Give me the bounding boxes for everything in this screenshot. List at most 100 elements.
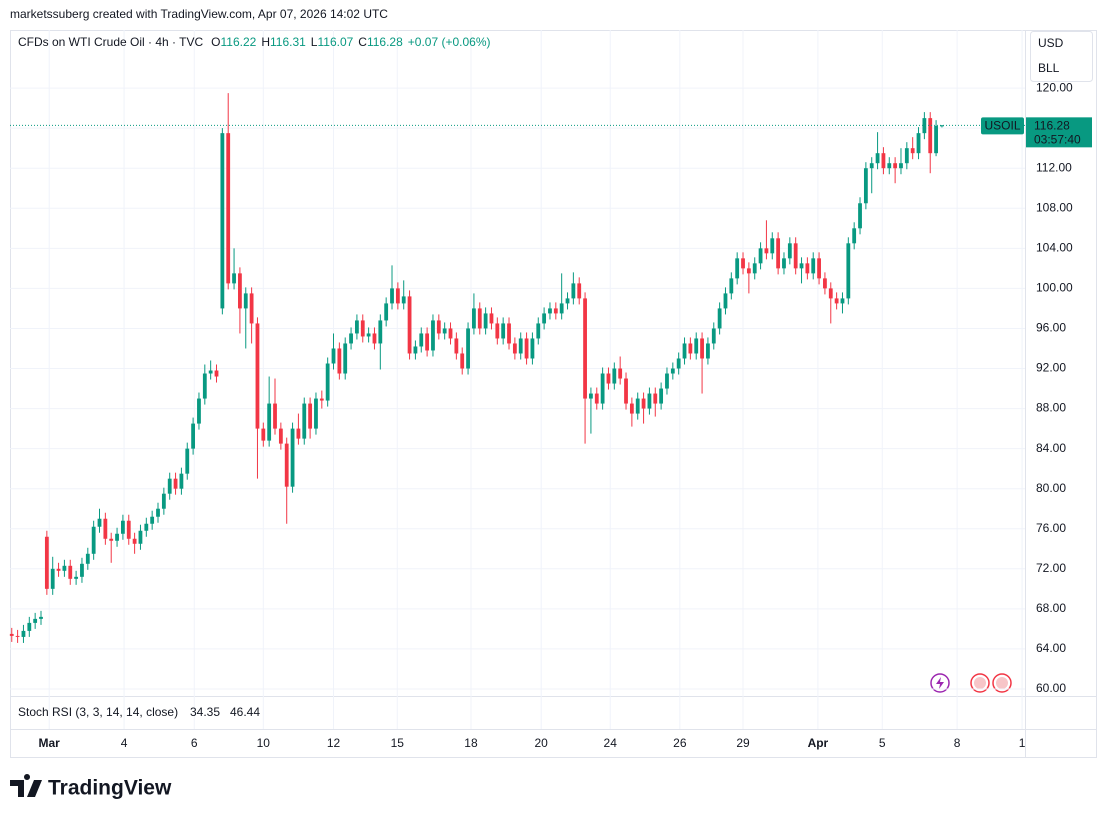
candle-body bbox=[74, 576, 79, 579]
scale-menu[interactable] bbox=[1030, 31, 1093, 82]
candle-body bbox=[518, 338, 523, 354]
x-tick-label: 26 bbox=[673, 736, 687, 750]
candle-body bbox=[255, 323, 260, 429]
candle-body bbox=[161, 493, 166, 509]
x-tick-label: 5 bbox=[879, 736, 886, 750]
chart-frame bbox=[10, 30, 1097, 758]
candle-body bbox=[846, 243, 851, 299]
currency-button[interactable]: USD bbox=[1038, 36, 1064, 50]
candle-body bbox=[629, 403, 634, 414]
candle-body bbox=[296, 428, 301, 439]
candle-body bbox=[27, 622, 32, 631]
y-tick-label: 76.00 bbox=[1036, 521, 1066, 535]
candle-body bbox=[706, 343, 710, 359]
candle-body bbox=[735, 258, 740, 279]
x-tick-label: 12 bbox=[327, 736, 341, 750]
candle-body bbox=[308, 403, 313, 429]
candle-body bbox=[138, 530, 143, 544]
y-tick-label: 88.00 bbox=[1036, 401, 1066, 415]
y-tick-label: 72.00 bbox=[1036, 561, 1066, 575]
candle-body bbox=[811, 258, 816, 274]
x-tick-label: 10 bbox=[257, 736, 271, 750]
ohlc-letter: L bbox=[311, 35, 318, 49]
candle-body bbox=[746, 268, 751, 274]
candle-body bbox=[436, 320, 441, 334]
candle-body bbox=[647, 393, 652, 409]
candle-body bbox=[331, 348, 336, 364]
candle-body bbox=[238, 273, 242, 309]
candle-body bbox=[68, 565, 73, 579]
candle-body bbox=[524, 338, 529, 359]
y-tick-label: 120.00 bbox=[1036, 80, 1073, 94]
candle-body bbox=[758, 248, 763, 264]
candle-body bbox=[477, 308, 482, 329]
candle-body bbox=[173, 478, 178, 489]
unit-button[interactable]: BLL bbox=[1038, 61, 1060, 75]
x-tick-label: 18 bbox=[464, 736, 478, 750]
candle-body bbox=[226, 133, 231, 284]
candle-body bbox=[571, 283, 576, 299]
ohlc-value: 116.31 bbox=[270, 35, 306, 49]
x-tick-label: 6 bbox=[191, 736, 198, 750]
candle-body bbox=[62, 565, 67, 571]
y-tick-label: 68.00 bbox=[1036, 601, 1066, 615]
candle-body bbox=[770, 238, 775, 254]
indicator-name: Stoch RSI (3, 3, 14, 14, close) bbox=[18, 705, 178, 719]
candle-body bbox=[56, 568, 61, 571]
candle-body bbox=[653, 393, 658, 404]
x-tick-label: 24 bbox=[604, 736, 618, 750]
candle-body bbox=[577, 283, 582, 299]
candle-body bbox=[501, 323, 506, 339]
candle-body bbox=[85, 553, 90, 564]
candle-body bbox=[782, 258, 786, 269]
ohlc-value: 116.28 bbox=[367, 35, 403, 49]
candle-body bbox=[665, 373, 669, 389]
candle-body bbox=[472, 308, 476, 329]
ohlc-letter: O bbox=[211, 35, 220, 49]
grid bbox=[10, 30, 1025, 729]
legend: CFDs on WTI Crude Oil · 4h · TVC O116.22 H… bbox=[18, 35, 491, 49]
candle-body bbox=[50, 568, 55, 589]
candle-body bbox=[583, 298, 587, 399]
candle-body bbox=[249, 293, 254, 324]
candle-body bbox=[916, 133, 921, 154]
candle-body bbox=[91, 526, 96, 554]
candle-body bbox=[390, 288, 394, 304]
candle-body bbox=[565, 298, 570, 304]
candle-body bbox=[823, 278, 827, 289]
candle-body bbox=[366, 333, 371, 337]
candle-body bbox=[489, 313, 494, 324]
candle-body bbox=[185, 448, 190, 474]
candle-body bbox=[337, 348, 342, 374]
candle-body bbox=[97, 518, 102, 527]
candle-body bbox=[261, 428, 266, 441]
candle-body bbox=[612, 368, 617, 384]
candle-body bbox=[548, 308, 552, 314]
candle-body bbox=[805, 263, 810, 274]
x-tick-label: 4 bbox=[121, 736, 128, 750]
candle-body bbox=[840, 298, 845, 304]
x-tick-label: Mar bbox=[39, 736, 61, 750]
candle-body bbox=[232, 273, 236, 284]
candle-body bbox=[33, 618, 38, 623]
candle-body bbox=[9, 633, 14, 636]
candle-body bbox=[407, 296, 412, 354]
candle-body bbox=[659, 388, 664, 404]
candle-body bbox=[852, 228, 857, 244]
candle-body bbox=[44, 536, 49, 589]
candle-body bbox=[700, 338, 704, 359]
candle-body bbox=[512, 343, 517, 354]
candle-body bbox=[934, 125, 938, 154]
flag bbox=[996, 677, 1008, 689]
brand-logo: TradingView bbox=[10, 773, 172, 800]
candle-body bbox=[15, 635, 20, 637]
logo-mark bbox=[10, 773, 42, 797]
candle-body bbox=[191, 423, 196, 449]
candle-body bbox=[278, 428, 283, 444]
candle-body bbox=[530, 338, 535, 359]
y-tick-label: 60.00 bbox=[1036, 681, 1066, 695]
candle-body bbox=[817, 258, 821, 279]
candle-body bbox=[910, 148, 915, 154]
candle-body bbox=[460, 353, 465, 369]
